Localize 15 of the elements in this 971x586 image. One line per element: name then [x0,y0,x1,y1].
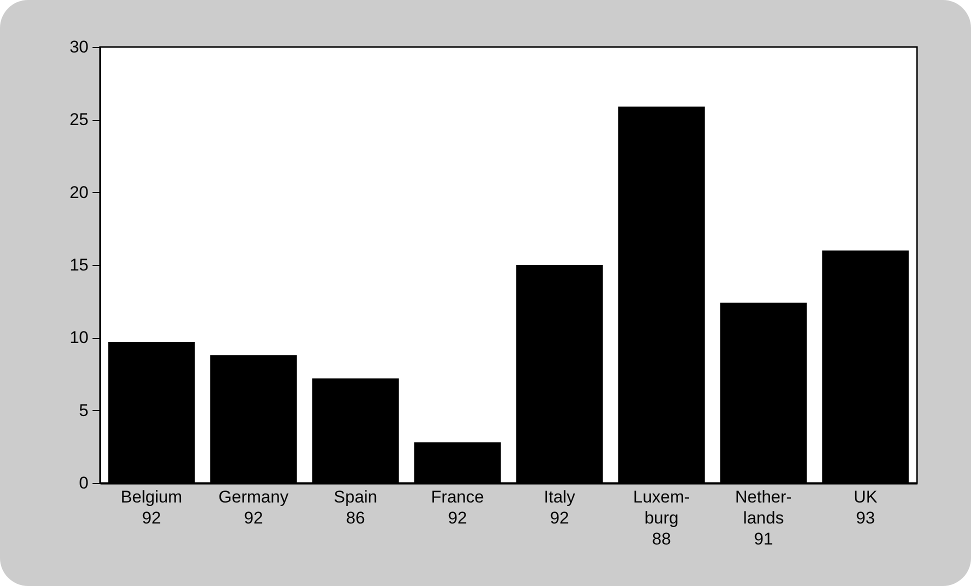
y-tick-label: 15 [70,256,88,274]
y-tick-label: 10 [70,328,88,348]
x-tick-label: Italy 92 [544,488,576,528]
y-tick-label: 30 [70,38,88,56]
x-tick-label: UK 93 [854,488,878,528]
x-tick-label: Luxem- burg 88 [633,488,690,548]
x-tick-label: Belgium 92 [120,488,182,528]
y-tick-label: 0 [79,474,88,492]
x-tick-label: Germany 92 [218,488,289,528]
y-tick-label: 5 [79,400,88,420]
y-tick-label: 25 [70,110,88,130]
x-tick-label: Nether- lands 91 [735,488,792,548]
x-tick-label: France 92 [431,488,484,528]
y-tick-label: 20 [70,182,88,202]
x-tick-label: Spain 86 [334,488,378,528]
